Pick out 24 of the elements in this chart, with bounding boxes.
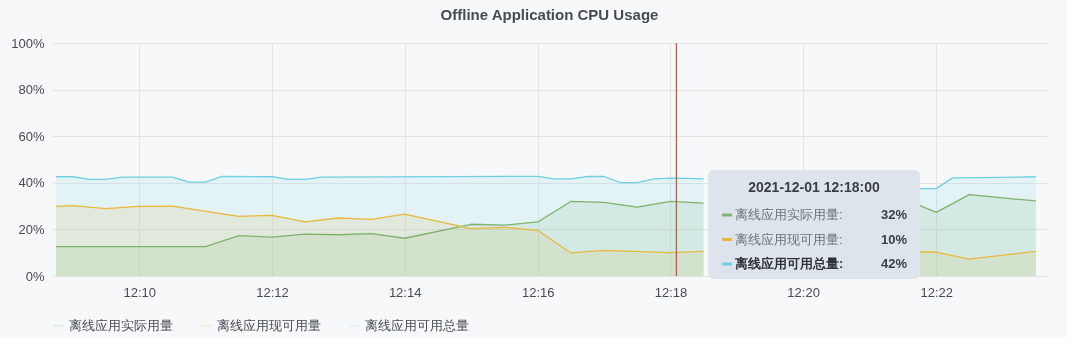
x-tick-label: 12:10	[123, 284, 157, 300]
annotation: 2021-12-01 12:18:00	[748, 179, 880, 195]
y-tick-label: 60%	[18, 128, 45, 144]
legend-label: 离线应用实际用量	[69, 317, 173, 333]
y-tick-label: 80%	[18, 82, 45, 98]
y-tick-label: 40%	[18, 175, 45, 191]
x-tick-label: 12:20	[787, 284, 820, 300]
y-tick-label: 20%	[18, 221, 45, 237]
y-tick-label: 0%	[25, 268, 45, 284]
x-tick-label: 12:12	[256, 284, 289, 300]
annotation: 离线应用现可用量:	[735, 231, 843, 247]
x-tick-label: 12:18	[654, 284, 688, 300]
annotation: 10%	[880, 231, 908, 247]
y-tick-label: 100%	[11, 35, 45, 51]
annotation: 32%	[880, 207, 908, 222]
x-tick-label: 12:14	[388, 284, 422, 300]
x-tick-label: 12:16	[521, 284, 555, 300]
annotation: 离线应用可用总量:	[734, 256, 844, 271]
legend-label: 离线应用可用总量	[365, 317, 469, 333]
annotation: 离线应用实际用量:	[735, 207, 843, 222]
legend-label: 离线应用现可用量	[217, 317, 321, 333]
chart-title: Offline Application CPU Usage	[440, 6, 659, 23]
x-tick-label: 12:22	[920, 284, 953, 300]
annotation: 42%	[880, 256, 908, 271]
